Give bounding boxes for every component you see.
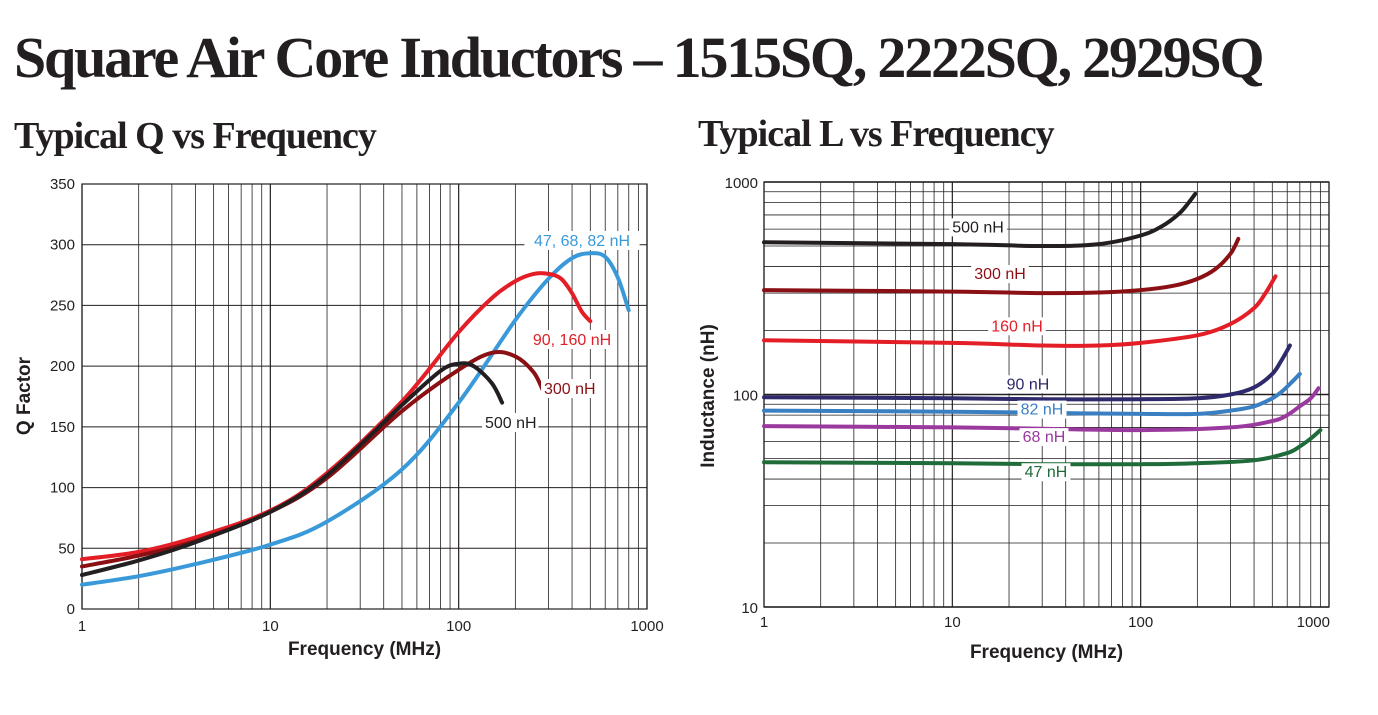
page-title: Square Air Core Inductors – 1515SQ, 2222… <box>14 25 1265 90</box>
l-series-label-bg <box>988 317 1046 336</box>
l-grid <box>763 181 1330 608</box>
q-series-line-90-160-nh <box>80 271 593 562</box>
l-series-label-bg <box>1021 463 1071 482</box>
q-chart-title: Typical Q vs Frequency <box>14 115 377 157</box>
l-x-tick-label: 100 <box>1128 614 1153 631</box>
l-series-label-500-nh: 500 nH <box>952 219 1004 236</box>
q-series-label-bg <box>541 379 598 398</box>
q-series-line-500-nh <box>80 361 505 577</box>
l-series-label-bg <box>1019 428 1069 447</box>
q-x-tick-label: 10 <box>262 618 279 635</box>
q-series-label-300-nh: 300 nH <box>544 381 596 398</box>
l-series-line-82-nh <box>762 371 1302 417</box>
l-series-label-82-nh: 82 nH <box>1021 402 1064 419</box>
l-series-line-500-nh <box>762 191 1198 249</box>
l-series-line-90-nh <box>762 343 1292 402</box>
q-y-tick-label: 250 <box>50 297 75 314</box>
q-plot-frame <box>81 183 648 610</box>
l-y-tick-label: 10 <box>741 600 758 617</box>
q-x-tick-label: 1 <box>78 618 86 635</box>
q-y-tick-label: 300 <box>50 237 75 254</box>
q-y-axis-title: Q Factor <box>14 356 35 435</box>
q-x-axis-title: Frequency (MHz) <box>288 639 441 660</box>
l-x-axis-title: Frequency (MHz) <box>970 642 1123 663</box>
l-y-tick-label: 1000 <box>725 175 758 192</box>
q-series-label-bg <box>524 231 640 250</box>
q-x-tick-label: 1000 <box>630 618 663 635</box>
q-series-label-500-nh: 500 nH <box>485 415 537 432</box>
l-series-label-bg <box>971 265 1029 284</box>
l-series-label-300-nh: 300 nH <box>974 266 1026 283</box>
l-y-axis-title: Inductance (nH) <box>698 324 719 468</box>
l-x-tick-label: 1000 <box>1297 614 1330 631</box>
q-y-tick-label: 50 <box>58 540 75 557</box>
q-y-tick-label: 100 <box>50 480 75 497</box>
q-series-label-47-68-82-nh: 47, 68, 82 nH <box>534 233 630 250</box>
l-x-tick-label: 1 <box>760 614 768 631</box>
q-y-tick-label: 150 <box>50 419 75 436</box>
q-series-label-bg <box>527 330 617 349</box>
l-series-line-47-nh <box>762 428 1323 467</box>
l-y-tick-label: 100 <box>733 388 758 405</box>
q-vs-frequency-chart: 0 50 100 150 200 250 300 350 1 10 100 1000 Frequency… <box>14 176 664 660</box>
l-series-label-bg <box>949 218 1007 237</box>
l-series-line-160-nh <box>762 274 1278 348</box>
q-series-label-bg <box>482 413 539 432</box>
l-series-label-47-nh: 47 nH <box>1025 464 1068 481</box>
l-series-label-160-nh: 160 nH <box>991 318 1043 335</box>
l-plot-frame <box>763 181 1330 608</box>
l-series-line-300-nh <box>762 236 1241 296</box>
l-series-line-68-nh <box>762 386 1321 433</box>
l-chart-title: Typical L vs Frequency <box>698 113 1055 155</box>
q-y-tick-label: 200 <box>50 358 75 375</box>
q-series-label-90-160-nh: 90, 160 nH <box>533 332 611 349</box>
l-series-label-bg <box>1003 375 1053 394</box>
q-y-tick-label: 350 <box>50 176 75 193</box>
l-series-label-90-nh: 90 nH <box>1007 376 1050 393</box>
q-x-tick-label: 100 <box>446 618 471 635</box>
l-series-label-bg <box>1017 400 1067 419</box>
q-series-line-47-68-82-nh <box>80 251 631 587</box>
l-series-label-68-nh: 68 nH <box>1023 429 1066 446</box>
l-x-tick-label: 10 <box>944 614 961 631</box>
q-y-tick-label: 0 <box>67 601 75 618</box>
